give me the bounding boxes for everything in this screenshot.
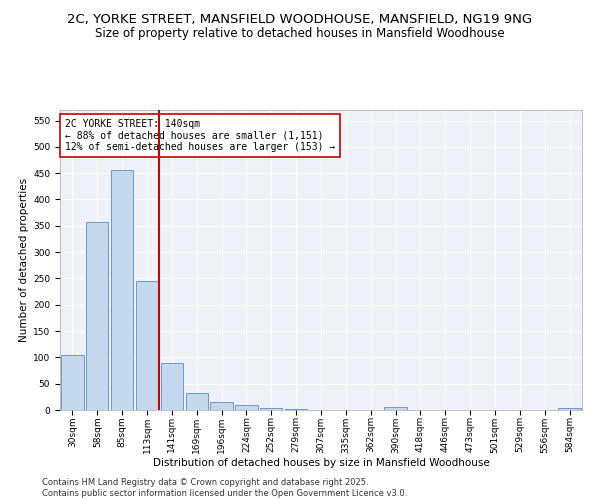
Bar <box>86 222 109 410</box>
Bar <box>111 170 133 410</box>
Y-axis label: Number of detached properties: Number of detached properties <box>19 178 29 342</box>
Bar <box>260 408 283 410</box>
Bar <box>235 406 257 410</box>
Text: Contains HM Land Registry data © Crown copyright and database right 2025.
Contai: Contains HM Land Registry data © Crown c… <box>42 478 407 498</box>
X-axis label: Distribution of detached houses by size in Mansfield Woodhouse: Distribution of detached houses by size … <box>152 458 490 468</box>
Bar <box>185 392 208 410</box>
Text: 2C YORKE STREET: 140sqm
← 88% of detached houses are smaller (1,151)
12% of semi: 2C YORKE STREET: 140sqm ← 88% of detache… <box>65 119 335 152</box>
Bar <box>161 362 183 410</box>
Bar <box>136 280 158 410</box>
Text: 2C, YORKE STREET, MANSFIELD WOODHOUSE, MANSFIELD, NG19 9NG: 2C, YORKE STREET, MANSFIELD WOODHOUSE, M… <box>67 12 533 26</box>
Bar <box>559 408 581 410</box>
Bar <box>61 354 83 410</box>
Bar <box>211 402 233 410</box>
Bar <box>385 408 407 410</box>
Text: Size of property relative to detached houses in Mansfield Woodhouse: Size of property relative to detached ho… <box>95 28 505 40</box>
